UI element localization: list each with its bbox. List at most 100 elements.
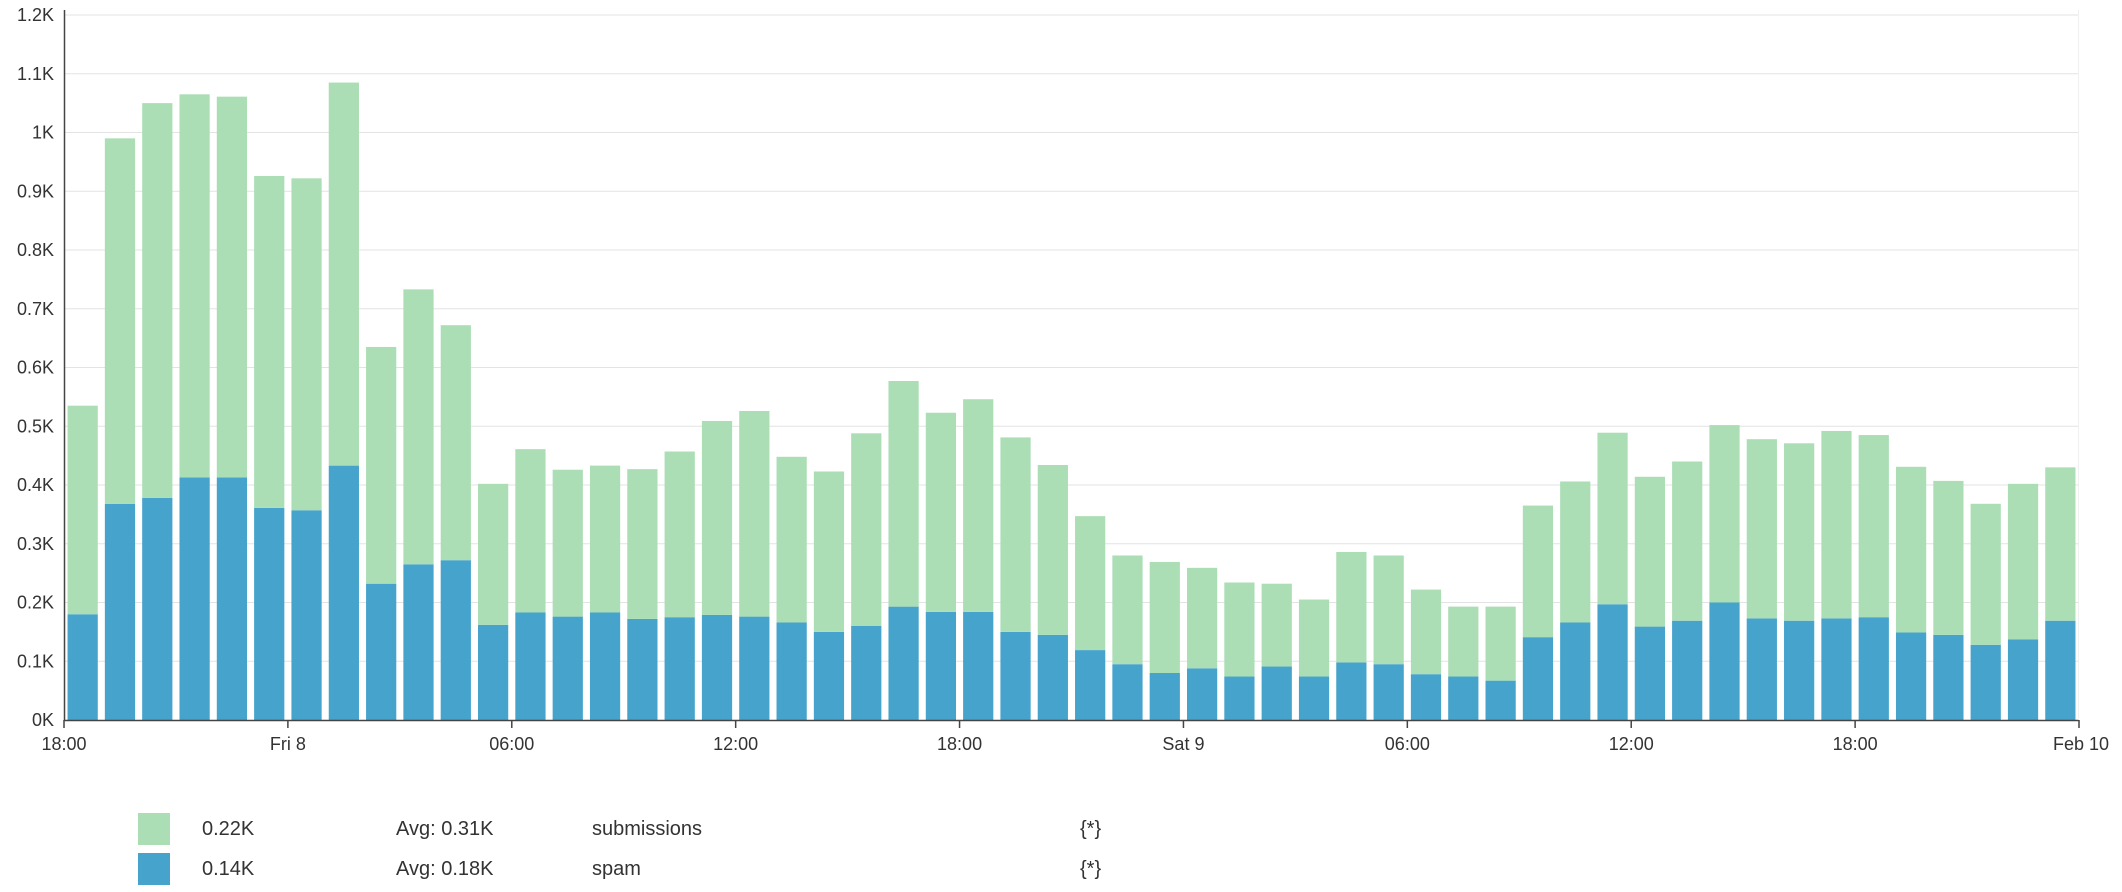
bar-spam (589, 612, 621, 720)
bar-submissions (1970, 503, 2001, 645)
bar-submissions (552, 469, 583, 617)
bar-submissions (1522, 505, 1554, 638)
bar-submissions (1634, 476, 1665, 627)
bar-submissions (925, 412, 957, 612)
bar-spam (776, 622, 807, 720)
bar-submissions (1784, 443, 1815, 621)
bar-spam (1373, 664, 1404, 720)
bar-spam (1746, 618, 1777, 720)
bar-spam (328, 465, 359, 720)
x-tick-label: 12:00 (1609, 734, 1654, 754)
bar-spam (1186, 668, 1218, 720)
bar-submissions (739, 410, 770, 617)
bar-spam (67, 614, 98, 720)
bar-submissions (1933, 480, 1964, 635)
bar-spam (1075, 650, 1106, 720)
legend-average: Avg: 0.18K (396, 858, 494, 880)
bar-submissions (1186, 567, 1218, 669)
y-tick-label: 0.3K (17, 534, 54, 554)
legend-scope: {*} (1080, 818, 1102, 840)
bar-spam (1970, 644, 2001, 720)
bar-submissions (664, 451, 695, 618)
bar-submissions (1112, 555, 1143, 665)
stacked-bar-chart: 0K 0.1K 0.2K 0.3K 0.4K 0.5K 0.6K 0.7K 0.8K 0.9K 1K… (17, 5, 2109, 754)
bar-submissions (478, 483, 509, 625)
bar-submissions (1261, 583, 1292, 667)
bar-spam (179, 477, 210, 720)
bar-submissions (813, 471, 845, 632)
legend-scope: {*} (1080, 858, 1102, 880)
bar-spam (1933, 634, 1964, 720)
bar-spam (291, 510, 322, 720)
bar-submissions (1298, 599, 1330, 677)
bar-submissions (1410, 589, 1442, 675)
bar-spam (1224, 676, 1255, 720)
bar-spam (142, 497, 173, 720)
bar-submissions (1485, 606, 1516, 681)
bar-spam (1261, 666, 1292, 720)
bar-spam (366, 583, 397, 720)
bar-spam (813, 631, 845, 720)
bar-spam (664, 617, 695, 720)
x-axis-ticks: 18:00 Fri 8 06:00 12:00 18:00 Sat 9 06:00 12:00… (41, 720, 2109, 754)
bar-submissions (963, 399, 994, 612)
bar-submissions (1149, 561, 1180, 673)
bar-submissions (1448, 606, 1479, 677)
bar-spam (1037, 634, 1068, 720)
legend-series-name: spam (592, 858, 641, 880)
bar-submissions (2045, 467, 2076, 621)
bar-submissions (104, 138, 136, 504)
legend-series-name: submissions (592, 818, 703, 840)
bar-submissions (1560, 481, 1591, 623)
bar-spam (1634, 626, 1665, 720)
x-tick-label: 06:00 (1385, 734, 1430, 754)
bar-spam (216, 477, 248, 720)
bar-spam (1298, 676, 1330, 720)
bar-spam (925, 611, 957, 720)
bar-spam (1336, 662, 1367, 720)
bar-spam (552, 616, 583, 720)
bar-spam (1597, 604, 1628, 720)
bar-spam (2007, 639, 2039, 720)
y-tick-label: 0K (32, 710, 54, 730)
axes (63, 10, 2079, 722)
y-tick-label: 0.2K (17, 593, 54, 613)
bar-submissions (701, 420, 733, 615)
legend-current-value: 0.14K (202, 858, 255, 880)
bars (67, 82, 2076, 720)
x-tick-label: 18:00 (937, 734, 982, 754)
bar-submissions (515, 449, 546, 613)
bar-spam (104, 503, 136, 720)
bar-spam (739, 616, 770, 720)
x-tick-label: 06:00 (489, 734, 534, 754)
bar-submissions (589, 465, 621, 613)
bar-submissions (851, 433, 882, 626)
y-tick-label: 0.5K (17, 416, 54, 436)
y-tick-label: 1K (32, 123, 54, 143)
bar-submissions (1037, 465, 1068, 635)
bar-submissions (1075, 516, 1106, 651)
bar-submissions (1672, 461, 1703, 621)
bar-spam (1858, 617, 1889, 720)
y-tick-label: 0.6K (17, 358, 54, 378)
bar-spam (888, 606, 919, 720)
y-tick-label: 0.7K (17, 299, 54, 319)
x-tick-label: 12:00 (713, 734, 758, 754)
bar-submissions (440, 325, 471, 561)
bar-submissions (1709, 425, 1740, 603)
grid-lines (64, 14, 2079, 662)
bar-submissions (1858, 435, 1889, 618)
bar-spam (254, 507, 285, 720)
bar-spam (1522, 637, 1554, 720)
y-tick-label: 0.8K (17, 240, 54, 260)
bar-submissions (291, 178, 322, 511)
x-tick-label: 18:00 (1833, 734, 1878, 754)
x-tick-label: Feb 10 (2053, 734, 2109, 754)
x-tick-label: Sat 9 (1162, 734, 1204, 754)
bar-spam (1485, 680, 1516, 720)
bar-submissions (403, 289, 434, 565)
bar-submissions (179, 94, 210, 478)
bar-spam (1709, 602, 1740, 720)
bar-submissions (1821, 430, 1852, 619)
bar-spam (1112, 664, 1143, 720)
